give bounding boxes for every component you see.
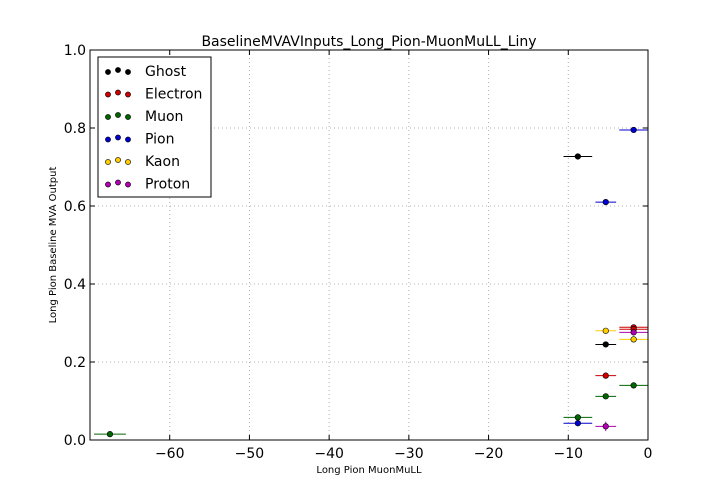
data-point-kaon <box>630 336 637 343</box>
x-tick-label: −30 <box>394 446 424 462</box>
series-layer <box>93 126 648 438</box>
y-tick-label: 0.6 <box>64 199 86 215</box>
legend-entry-ghost: Ghost <box>105 64 187 80</box>
legend-marker-kaon <box>105 159 111 165</box>
legend-label-muon: Muon <box>145 109 183 125</box>
x-tick-label: −40 <box>314 446 344 462</box>
legend-marker-ghost <box>125 69 131 75</box>
legend-marker-proton <box>125 181 131 188</box>
data-point-proton <box>602 423 609 430</box>
legend-entry-kaon: Kaon <box>105 154 180 170</box>
data-point-kaon <box>602 327 609 334</box>
chart-title: BaselineMVAVInputs_Long_Pion-MuonMuLL_Li… <box>201 34 536 50</box>
legend-marker-proton <box>115 179 121 186</box>
series-ghost <box>563 153 617 348</box>
y-tick-label: 0.2 <box>64 355 86 371</box>
legend-marker-proton <box>105 181 111 188</box>
legend-marker-pion <box>115 134 121 141</box>
legend-marker-kaon <box>115 157 121 163</box>
legend-entry-proton: Proton <box>105 177 190 193</box>
legend-box <box>97 56 212 198</box>
y-axis-label: Long Pion Baseline MVA Output <box>48 167 59 324</box>
legend-marker-muon <box>125 114 131 120</box>
legend-marker-muon <box>105 114 111 120</box>
legend-label-proton: Proton <box>145 177 190 193</box>
y-tick-label: 1.0 <box>64 43 86 59</box>
legend-label-pion: Pion <box>145 132 174 148</box>
legend-entry-pion: Pion <box>105 132 174 148</box>
series-kaon <box>595 327 648 343</box>
legend-entry-electron: Electron <box>105 87 202 103</box>
legend-marker-electron <box>115 89 121 96</box>
y-tick-label: 0.8 <box>64 121 86 137</box>
data-point-muon <box>630 382 637 389</box>
legend-marker-pion <box>105 136 111 143</box>
data-point-electron <box>602 372 609 379</box>
legend-label-kaon: Kaon <box>145 154 180 170</box>
legend: Ghost Electron Muon Pion Kaon Proton <box>97 56 212 198</box>
data-point-pion <box>602 199 609 206</box>
legend-label-ghost: Ghost <box>145 64 187 80</box>
data-point-proton <box>630 329 637 336</box>
data-point-pion <box>574 420 581 427</box>
data-point-ghost <box>574 153 581 160</box>
y-tick-label: 0.0 <box>64 433 86 449</box>
legend-label-electron: Electron <box>145 87 202 103</box>
x-tick-label: −20 <box>474 446 504 462</box>
series-pion <box>563 126 648 427</box>
legend-marker-pion <box>125 136 131 143</box>
data-point-muon <box>574 414 581 421</box>
legend-entry-muon: Muon <box>105 109 183 125</box>
legend-marker-kaon <box>125 159 131 165</box>
legend-marker-electron <box>105 91 111 98</box>
x-axis-label: Long Pion MuonMuLL <box>316 465 422 476</box>
data-point-ghost <box>602 341 609 348</box>
y-tick-label: 0.4 <box>64 277 86 293</box>
legend-marker-ghost <box>115 67 121 73</box>
x-tick-label: 0 <box>644 446 653 462</box>
x-tick-label: −10 <box>554 446 584 462</box>
legend-marker-electron <box>125 91 131 98</box>
series-proton <box>595 329 648 432</box>
plot-frame <box>89 49 649 441</box>
legend-marker-ghost <box>105 69 111 75</box>
x-tick-label: −60 <box>155 446 185 462</box>
x-tick-label: −50 <box>235 446 265 462</box>
tick-layer: −60 −50 −40 −30 −20 −10 0 0.0 0.2 0.4 0.6 0.8 1.0 <box>64 43 653 462</box>
data-point-pion <box>630 126 637 134</box>
data-point-muon <box>602 393 609 400</box>
series-muon <box>93 382 648 438</box>
legend-marker-muon <box>115 112 121 118</box>
data-point-muon <box>106 431 114 438</box>
